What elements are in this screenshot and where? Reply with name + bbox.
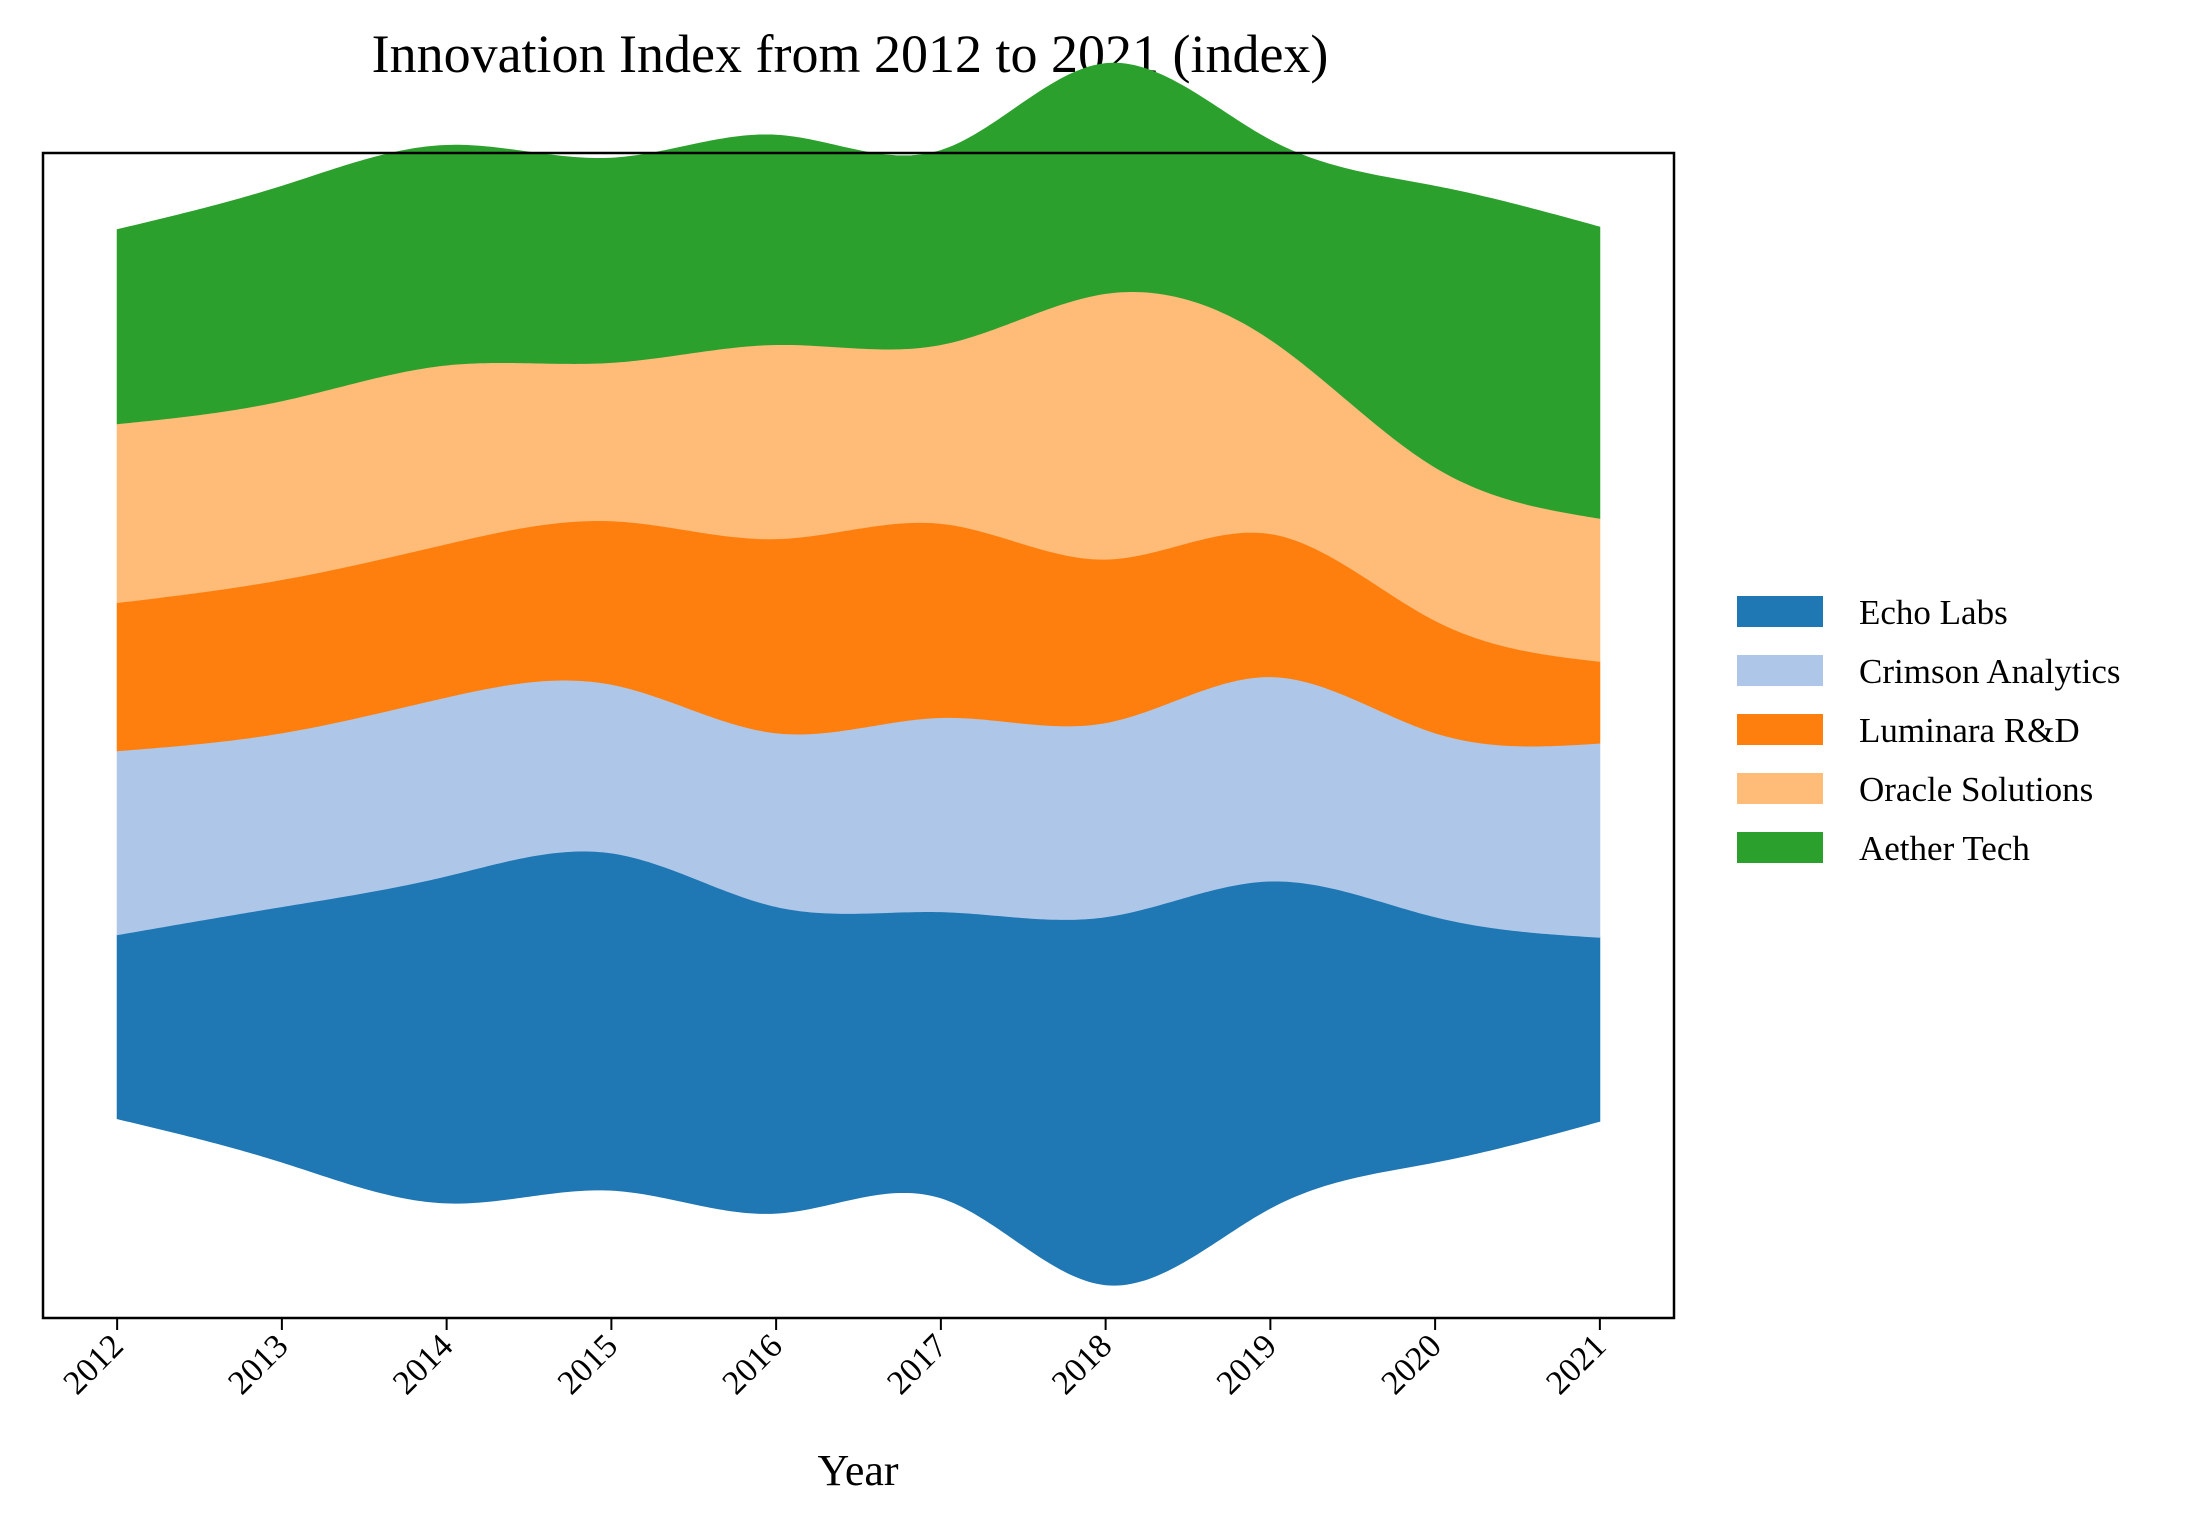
plot-frame bbox=[41, 151, 1676, 1320]
x-tick-label: 2015 bbox=[551, 1327, 625, 1401]
legend-swatch bbox=[1737, 655, 1823, 686]
x-axis: 2012 2013 2014 2015 2016 2017 2018 2019 2020 2021 bbox=[57, 1318, 1614, 1402]
legend-swatch bbox=[1737, 714, 1823, 745]
x-tick-label: 2014 bbox=[386, 1327, 460, 1401]
x-tick-label: 2019 bbox=[1210, 1327, 1284, 1401]
chart-title: Innovation Index from 2012 to 2021 (inde… bbox=[372, 24, 1329, 84]
x-tick-label: 2020 bbox=[1375, 1327, 1449, 1401]
area-echo-labs bbox=[116, 850, 1601, 1286]
area-aether-tech bbox=[116, 62, 1601, 519]
x-axis-label: Year bbox=[817, 1446, 898, 1495]
x-tick-label: 2018 bbox=[1045, 1327, 1119, 1401]
legend-swatch bbox=[1737, 773, 1823, 804]
x-tick-label: 2017 bbox=[880, 1327, 954, 1401]
x-tick-label: 2021 bbox=[1539, 1327, 1613, 1401]
stream-areas bbox=[116, 62, 1601, 1286]
legend: Echo Labs Crimson Analytics Luminara R&D Or… bbox=[1737, 593, 2121, 868]
legend-swatch bbox=[1737, 596, 1823, 627]
legend-label: Echo Labs bbox=[1859, 593, 2008, 632]
legend-label: Oracle Solutions bbox=[1859, 770, 2093, 809]
legend-label: Luminara R&D bbox=[1859, 711, 2080, 750]
x-tick-label: 2012 bbox=[57, 1327, 131, 1401]
legend-label: Crimson Analytics bbox=[1859, 652, 2121, 691]
x-tick-label: 2013 bbox=[221, 1327, 295, 1401]
x-tick-label: 2016 bbox=[716, 1327, 790, 1401]
legend-label: Aether Tech bbox=[1859, 829, 2030, 868]
legend-swatch bbox=[1737, 832, 1823, 863]
